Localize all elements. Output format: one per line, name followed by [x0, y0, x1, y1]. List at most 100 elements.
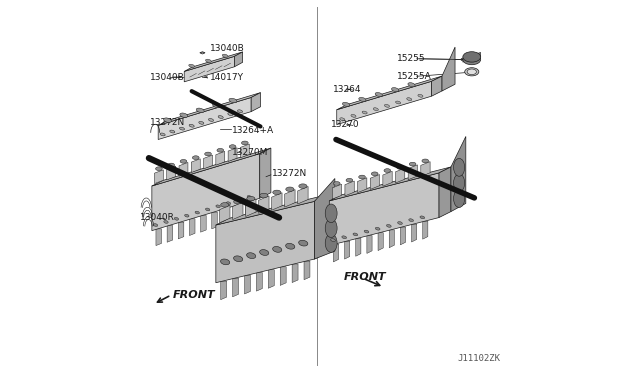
Polygon shape — [220, 205, 230, 223]
Ellipse shape — [260, 250, 269, 256]
Polygon shape — [246, 199, 256, 217]
Polygon shape — [216, 151, 225, 165]
Ellipse shape — [407, 98, 412, 100]
Ellipse shape — [168, 163, 175, 167]
Polygon shape — [451, 137, 466, 212]
Ellipse shape — [463, 54, 481, 65]
Ellipse shape — [454, 158, 465, 176]
Polygon shape — [216, 201, 314, 283]
Polygon shape — [442, 47, 455, 91]
Ellipse shape — [218, 116, 223, 118]
Polygon shape — [333, 244, 339, 262]
Ellipse shape — [299, 240, 308, 246]
Polygon shape — [179, 222, 184, 239]
Ellipse shape — [247, 196, 252, 198]
Ellipse shape — [454, 174, 465, 192]
Ellipse shape — [397, 222, 403, 224]
Polygon shape — [212, 212, 218, 229]
Text: 13264: 13264 — [333, 85, 362, 94]
Polygon shape — [412, 224, 417, 242]
Polygon shape — [259, 196, 269, 213]
Polygon shape — [204, 155, 212, 169]
Ellipse shape — [237, 199, 241, 202]
Polygon shape — [280, 267, 286, 285]
Ellipse shape — [340, 118, 345, 121]
Ellipse shape — [384, 169, 390, 172]
Polygon shape — [257, 273, 262, 291]
Ellipse shape — [392, 87, 399, 92]
Ellipse shape — [397, 166, 403, 169]
Polygon shape — [189, 219, 195, 235]
Ellipse shape — [409, 219, 413, 222]
Text: FRONT: FRONT — [173, 290, 216, 300]
Polygon shape — [241, 144, 250, 158]
Polygon shape — [179, 163, 188, 176]
Polygon shape — [389, 230, 394, 248]
Polygon shape — [244, 275, 250, 294]
Ellipse shape — [180, 160, 187, 163]
Ellipse shape — [195, 211, 200, 214]
Ellipse shape — [273, 247, 282, 252]
Ellipse shape — [189, 124, 194, 127]
Ellipse shape — [205, 59, 211, 62]
Ellipse shape — [246, 253, 256, 259]
Ellipse shape — [359, 97, 366, 102]
Text: 13272N: 13272N — [271, 169, 307, 178]
Polygon shape — [463, 52, 481, 62]
Ellipse shape — [465, 68, 479, 76]
Ellipse shape — [170, 130, 175, 133]
Polygon shape — [356, 238, 361, 256]
Ellipse shape — [205, 152, 211, 156]
Text: 14017Y: 14017Y — [210, 73, 244, 81]
Polygon shape — [337, 81, 431, 125]
Ellipse shape — [179, 127, 184, 130]
Polygon shape — [221, 281, 227, 300]
Text: 13272N: 13272N — [150, 118, 185, 126]
Ellipse shape — [228, 113, 233, 116]
Ellipse shape — [234, 256, 243, 262]
Ellipse shape — [410, 162, 416, 166]
Ellipse shape — [154, 224, 157, 227]
Ellipse shape — [156, 167, 163, 170]
Ellipse shape — [342, 236, 346, 239]
Polygon shape — [421, 161, 430, 176]
Polygon shape — [200, 215, 206, 232]
Ellipse shape — [351, 115, 356, 117]
Ellipse shape — [196, 108, 204, 113]
Polygon shape — [370, 174, 380, 189]
Ellipse shape — [387, 224, 391, 227]
Polygon shape — [191, 159, 200, 173]
Polygon shape — [314, 179, 335, 259]
Ellipse shape — [212, 103, 221, 108]
Polygon shape — [408, 165, 417, 180]
Ellipse shape — [353, 233, 358, 236]
Ellipse shape — [371, 172, 378, 176]
Ellipse shape — [418, 94, 423, 97]
Ellipse shape — [163, 118, 172, 122]
Polygon shape — [358, 178, 367, 193]
Polygon shape — [439, 167, 451, 218]
Ellipse shape — [241, 141, 248, 145]
Text: 13040R: 13040R — [140, 213, 175, 222]
Polygon shape — [154, 170, 163, 184]
Polygon shape — [158, 93, 260, 125]
Text: 13040B: 13040B — [210, 44, 244, 53]
Polygon shape — [158, 97, 251, 140]
Polygon shape — [184, 56, 234, 82]
Text: 13264+A: 13264+A — [232, 126, 273, 135]
Ellipse shape — [205, 208, 210, 211]
Polygon shape — [234, 52, 243, 67]
Polygon shape — [228, 148, 237, 161]
Polygon shape — [156, 229, 161, 246]
Ellipse shape — [331, 239, 335, 241]
Ellipse shape — [375, 227, 380, 230]
Polygon shape — [223, 209, 228, 225]
Polygon shape — [245, 202, 251, 219]
Polygon shape — [367, 235, 372, 253]
Ellipse shape — [364, 230, 369, 233]
Ellipse shape — [229, 145, 236, 148]
Polygon shape — [401, 227, 406, 245]
Ellipse shape — [221, 203, 229, 207]
Ellipse shape — [420, 216, 425, 219]
Polygon shape — [152, 154, 260, 231]
